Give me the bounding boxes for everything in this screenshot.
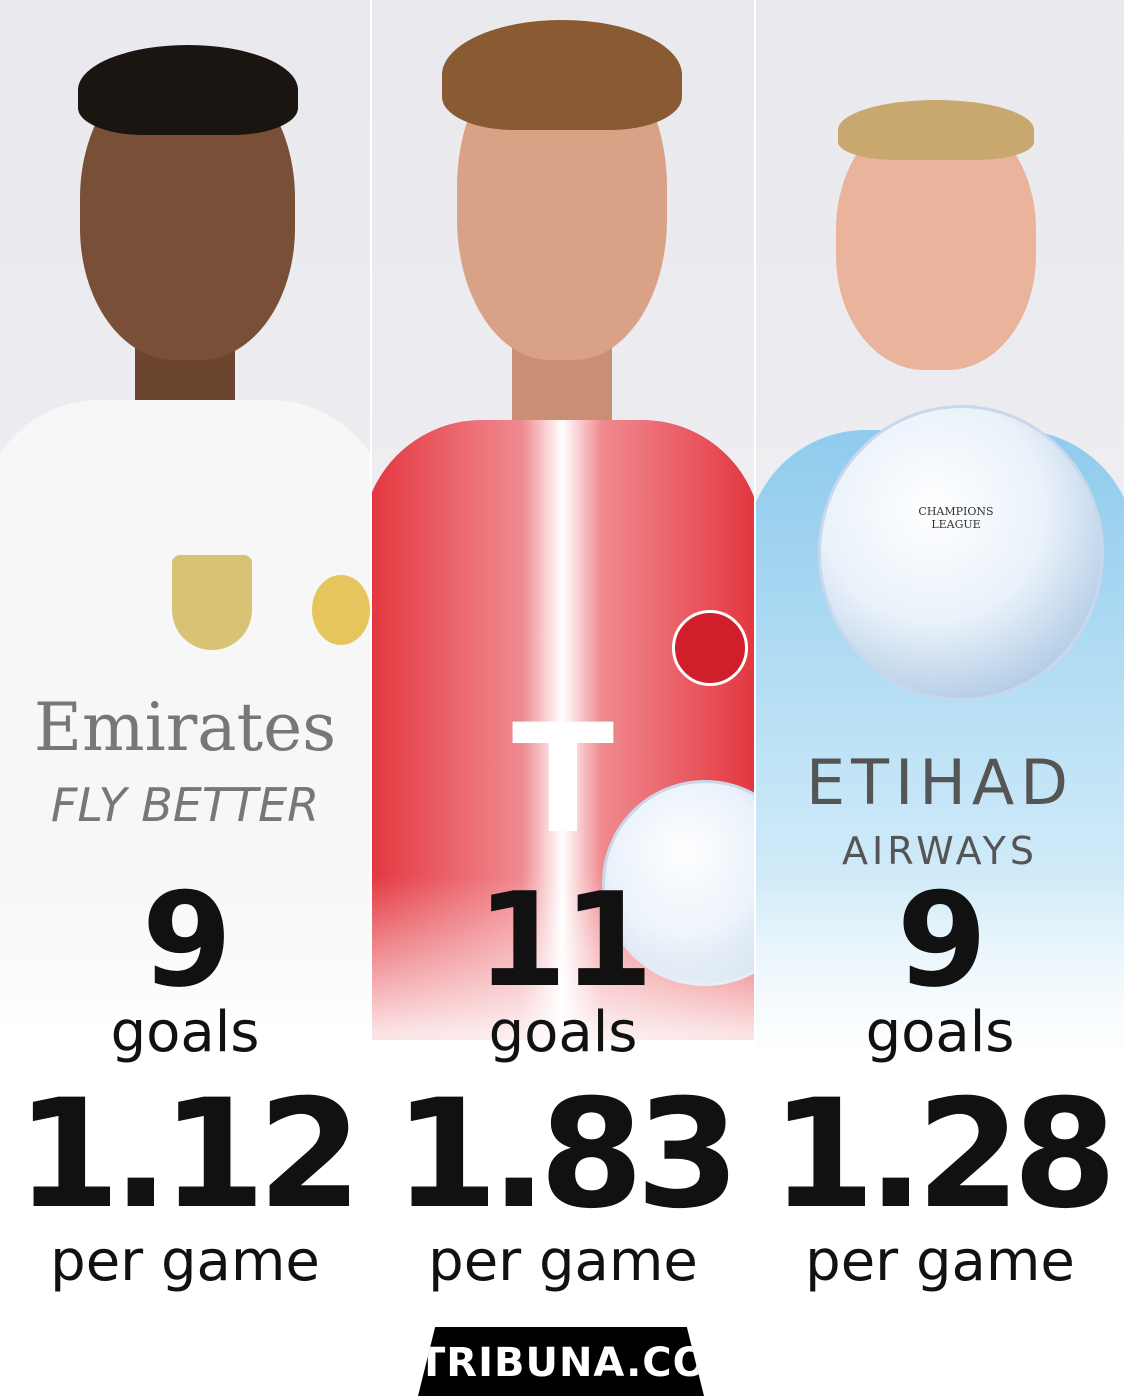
goals-label: goals <box>865 1000 1015 1065</box>
per-game-label: per game <box>50 1229 320 1294</box>
goals-value: 9 <box>896 864 987 1016</box>
sponsor-text: T <box>511 693 615 867</box>
sponsor-text: Emirates <box>33 689 337 766</box>
club-crest-icon <box>672 610 748 686</box>
per-game-value: 1.83 <box>393 1068 740 1242</box>
per-game-label: per game <box>805 1229 1075 1294</box>
player-column-2: T 11 goals 1.83 per game <box>372 0 754 1396</box>
player-column-3: CHAMPIONS LEAGUE ETIHAD AIRWAYS 9 goals … <box>756 0 1124 1396</box>
badge-icon <box>172 555 252 650</box>
ball-text: CHAMPIONS LEAGUE <box>918 505 994 531</box>
sponsor-text: ETIHAD <box>805 746 1075 819</box>
goals-value: 9 <box>141 864 232 1016</box>
brand-badge: TRIBUNA.COM <box>418 1327 704 1396</box>
goals-value: 11 <box>476 864 654 1016</box>
sponsor-subtext: AIRWAYS <box>842 829 1038 873</box>
goals-label: goals <box>488 1000 638 1065</box>
club-crest-icon <box>312 575 370 645</box>
player-column-1: Emirates FLY BETTER 9 goals 1.12 per gam… <box>0 0 370 1396</box>
goals-label: goals <box>110 1000 260 1065</box>
sponsor-subtext: FLY BETTER <box>50 778 320 832</box>
champions-league-ball-icon <box>818 405 1104 701</box>
per-game-label: per game <box>428 1229 698 1294</box>
per-game-value: 1.28 <box>770 1068 1117 1242</box>
per-game-value: 1.12 <box>15 1068 362 1242</box>
